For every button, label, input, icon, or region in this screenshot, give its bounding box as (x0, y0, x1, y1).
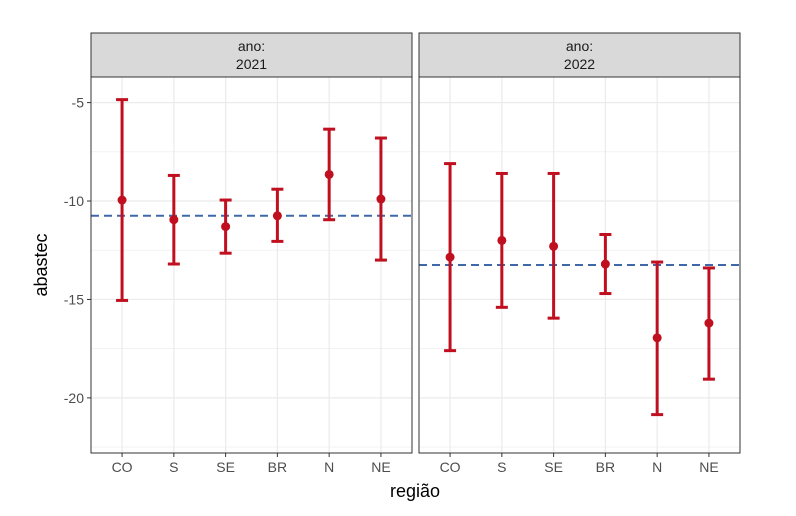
point-estimate (549, 241, 559, 251)
facet-strip-value: 2022 (564, 56, 595, 72)
point-estimate (169, 215, 179, 225)
x-tick-label: BR (268, 459, 287, 475)
point-estimate (652, 333, 662, 343)
errorbar-BR (599, 232, 612, 296)
y-axis-title: abastec (31, 233, 51, 296)
point-estimate (704, 318, 714, 328)
x-tick-label: S (169, 459, 178, 475)
errorbar-CO (444, 162, 457, 353)
x-tick-label: NE (699, 459, 718, 475)
facet-strip-label: ano: (566, 38, 593, 54)
x-tick-label: CO (440, 459, 461, 475)
y-axis: -5 -10 -15 -20 (64, 95, 91, 406)
point-estimate (324, 169, 334, 179)
panel-2022: ano: 2022 CO S SE BR N NE (418, 32, 741, 475)
point-estimate (272, 211, 282, 221)
y-tick-label: -5 (72, 95, 85, 111)
errorbar-N (651, 260, 664, 417)
errorbar-S (167, 173, 180, 266)
x-tick-label: CO (112, 459, 133, 475)
x-axis-title: região (390, 481, 440, 501)
panel-border (90, 76, 413, 454)
x-tick-label: SE (544, 459, 563, 475)
panel-border (418, 76, 741, 454)
x-tick-label: BR (596, 459, 615, 475)
errorbar-BR (271, 187, 284, 243)
facet-strip-value: 2021 (236, 56, 267, 72)
facet-strip (90, 32, 413, 78)
point-estimate (376, 194, 386, 204)
facet-panels: ano: 2021 CO S SE BR N NE ano: 2022 CO S SE BR N NE (90, 32, 741, 475)
point-estimate (221, 222, 231, 232)
errorbar-NE (702, 266, 715, 381)
y-tick-label: -10 (64, 193, 84, 209)
point-estimate (445, 252, 455, 262)
facet-strip (418, 32, 741, 78)
facet-strip-label: ano: (238, 38, 265, 54)
errorbar-S (495, 171, 508, 309)
point-estimate (600, 259, 610, 269)
errorbar-SE (547, 171, 560, 320)
y-tick-label: -15 (64, 291, 84, 307)
errorbar-NE (374, 136, 387, 262)
point-estimate (497, 235, 507, 245)
x-tick-label: SE (216, 459, 235, 475)
panel-background (91, 77, 412, 453)
y-tick-label: -20 (64, 390, 84, 406)
panel-2021: ano: 2021 CO S SE BR N NE (90, 32, 413, 475)
errorbar-SE (219, 198, 232, 255)
x-tick-label: S (497, 459, 506, 475)
point-estimate (117, 195, 127, 205)
errorbar-CO (116, 98, 129, 302)
x-tick-label: N (324, 459, 334, 475)
x-tick-label: NE (371, 459, 390, 475)
x-tick-label: N (652, 459, 662, 475)
errorbar-N (323, 127, 336, 222)
